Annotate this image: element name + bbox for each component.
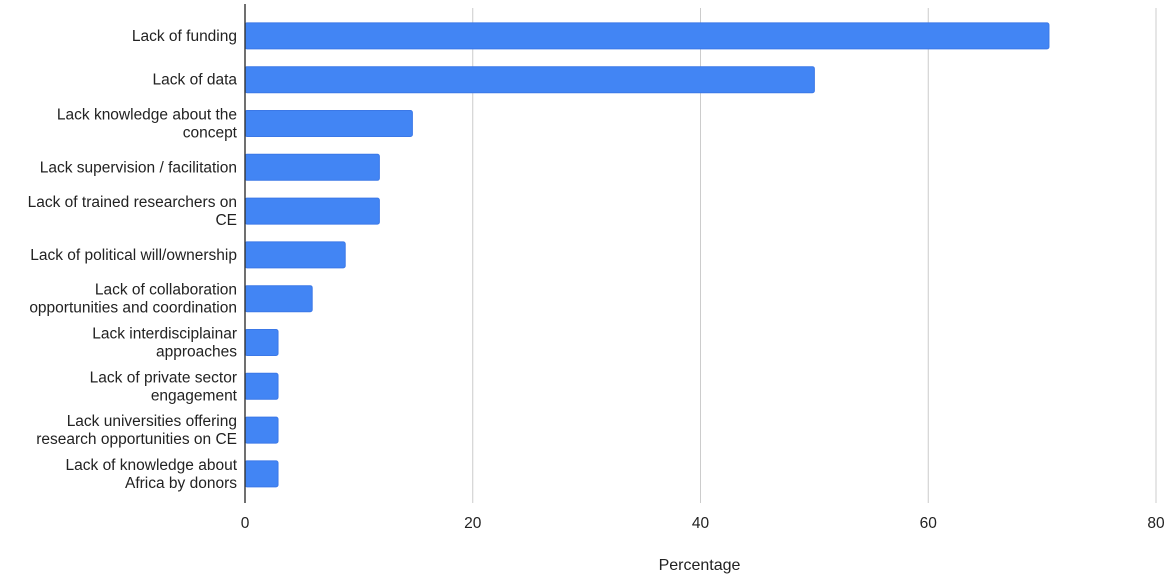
bar-7 — [244, 285, 313, 313]
x-axis-title: Percentage — [659, 557, 741, 574]
category-label-5-line-2: CE — [215, 212, 237, 229]
x-tick-label-0: 0 — [241, 515, 250, 532]
category-label-8-line-2: approaches — [156, 344, 237, 361]
bar-10 — [244, 416, 279, 444]
category-label-6: Lack of political will/ownership — [30, 247, 237, 264]
category-label-4: Lack supervision / facilitation — [40, 159, 237, 176]
category-label-10-line-1: Lack universities offering — [67, 413, 237, 430]
x-tick-label-80: 80 — [1147, 515, 1165, 532]
category-label-11-line-2: Africa by donors — [125, 475, 237, 492]
bar-11 — [244, 460, 279, 488]
bar-3 — [244, 110, 413, 137]
category-label-7-line-1: Lack of collaboration — [95, 282, 237, 299]
category-label-7-line-2: opportunities and coordination — [29, 300, 237, 317]
bar-2 — [244, 66, 815, 94]
category-label-10-line-2: research opportunities on CE — [36, 431, 237, 448]
x-tick-label-40: 40 — [692, 515, 710, 532]
x-tick-labels: 0 20 40 60 80 — [241, 515, 1165, 532]
category-label-3-line-1: Lack knowledge about the — [57, 107, 237, 124]
bar-5 — [244, 197, 380, 225]
bar-1 — [244, 22, 1050, 50]
category-labels: Lack of funding Lack of data Lack knowledg… — [28, 28, 238, 492]
category-label-9-line-1: Lack of private sector — [90, 369, 237, 386]
category-label-2: Lack of data — [153, 72, 238, 89]
bar-9 — [244, 372, 279, 400]
category-label-3-line-2: concept — [183, 125, 238, 142]
category-label-8-line-1: Lack interdisciplainar — [92, 326, 237, 343]
category-label-5-line-1: Lack of trained researchers on — [28, 194, 237, 211]
bars — [244, 22, 1050, 488]
x-tick-label-60: 60 — [920, 515, 938, 532]
category-label-1: Lack of funding — [132, 28, 237, 45]
category-label-11-line-1: Lack of knowledge about — [66, 457, 238, 474]
bar-8 — [244, 329, 279, 356]
x-tick-label-20: 20 — [464, 515, 482, 532]
bar-4 — [244, 153, 380, 181]
category-label-9-line-2: engagement — [151, 387, 238, 404]
bar-6 — [244, 241, 346, 269]
